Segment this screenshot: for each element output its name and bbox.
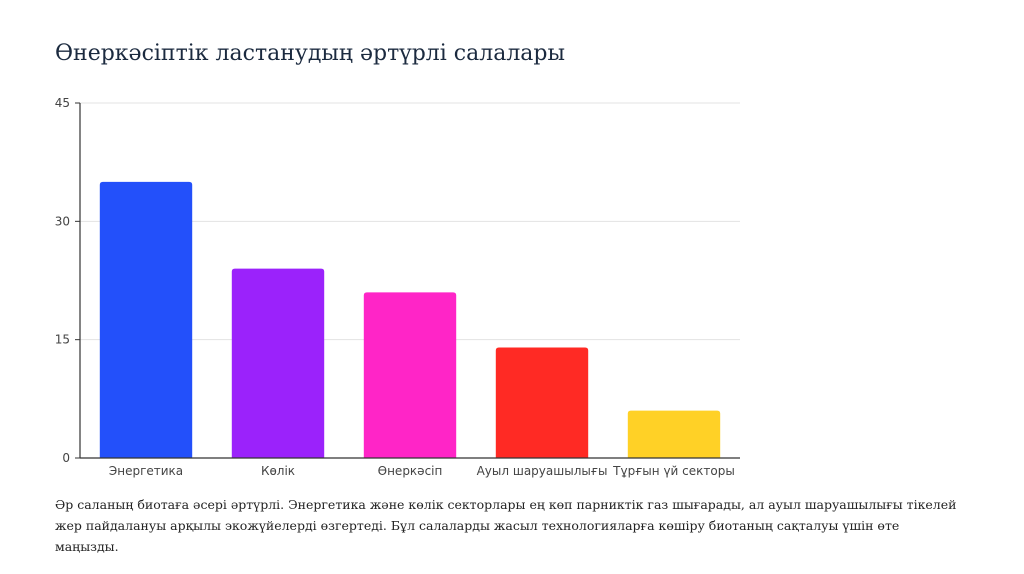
x-tick-label: Энергетика — [109, 464, 183, 478]
slide-title: Өнеркәсіптік ластанудың әртүрлі салалары — [55, 41, 566, 66]
bar-chart: 0 15 30 45 Энергетика Көлік Өнеркәсіп Ауыл шару… — [55, 96, 740, 478]
bar-5 — [627, 410, 721, 458]
x-tick-label: Көлік — [261, 464, 295, 478]
x-tick-label: Тұрғын үй секторы — [612, 464, 735, 478]
bar-3 — [363, 292, 457, 458]
y-tick-label: 30 — [55, 214, 70, 228]
y-tick-label: 15 — [55, 333, 70, 347]
y-tick-label: 45 — [55, 96, 70, 110]
y-tick-label: 0 — [62, 451, 70, 465]
bar-1 — [99, 181, 193, 458]
x-tick-label: Өнеркәсіп — [378, 464, 443, 478]
slide-caption: Әр саланың биотаға әсері әртүрлі. Энерге… — [55, 497, 957, 554]
x-tick-label: Ауыл шаруашылығы — [477, 464, 608, 478]
bar-2 — [231, 268, 325, 458]
bar-4 — [495, 347, 589, 458]
